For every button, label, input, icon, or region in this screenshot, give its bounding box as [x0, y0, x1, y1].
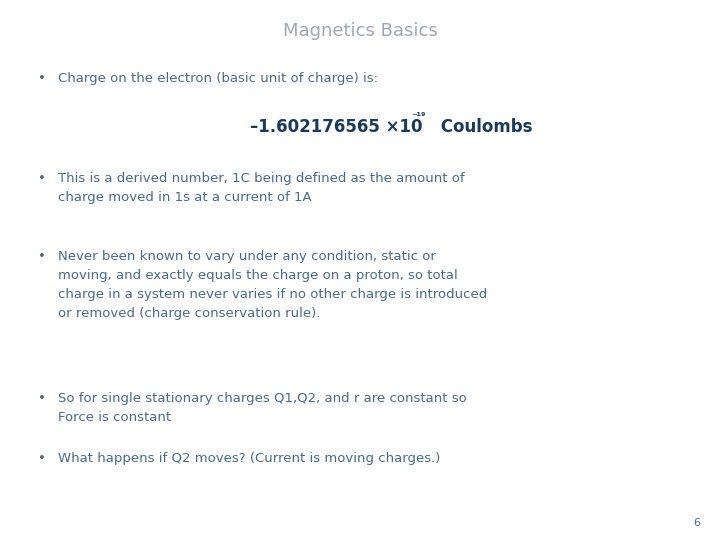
- Text: •: •: [38, 72, 46, 85]
- Text: Charge on the electron (basic unit of charge) is:: Charge on the electron (basic unit of ch…: [58, 72, 378, 85]
- Text: Coulombs: Coulombs: [435, 118, 533, 136]
- Text: Never been known to vary under any condition, static or
moving, and exactly equa: Never been known to vary under any condi…: [58, 250, 487, 320]
- Text: •: •: [38, 392, 46, 405]
- Text: Magnetics Basics: Magnetics Basics: [283, 22, 437, 40]
- Text: So for single stationary charges Q1,Q2, and r are constant so
Force is constant: So for single stationary charges Q1,Q2, …: [58, 392, 467, 424]
- Text: •: •: [38, 452, 46, 465]
- Text: –1.602176565 ×10: –1.602176565 ×10: [250, 118, 423, 136]
- Text: 6: 6: [693, 518, 700, 528]
- Text: •: •: [38, 172, 46, 185]
- Text: This is a derived number, 1C being defined as the amount of
charge moved in 1s a: This is a derived number, 1C being defin…: [58, 172, 464, 204]
- Text: ⁻¹⁹: ⁻¹⁹: [411, 112, 426, 122]
- Text: What happens if Q2 moves? (Current is moving charges.): What happens if Q2 moves? (Current is mo…: [58, 452, 441, 465]
- Text: •: •: [38, 250, 46, 263]
